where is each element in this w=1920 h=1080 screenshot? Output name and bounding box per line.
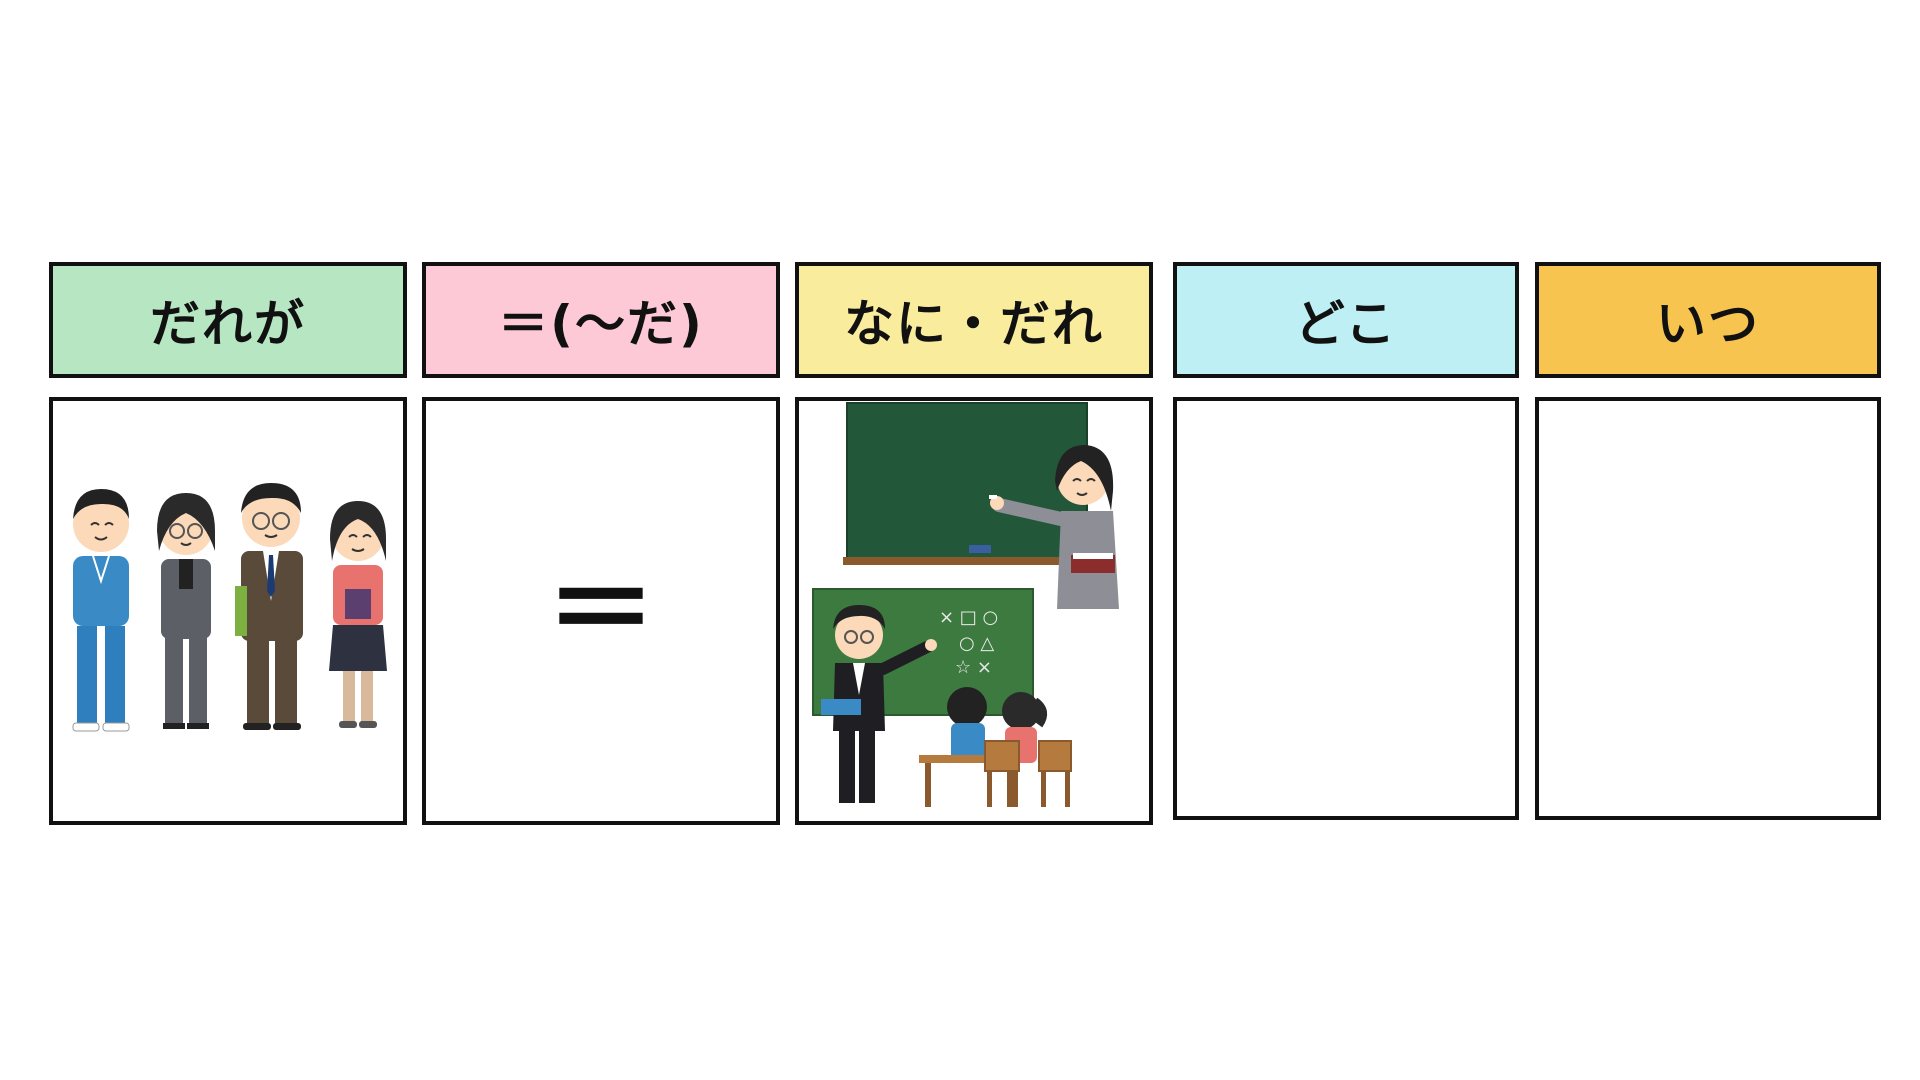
female-teacher [989,445,1119,609]
header-where: どこ [1173,262,1519,378]
card-equals: ＝ [422,397,780,825]
header-who-label: だれが [150,295,306,353]
svg-text:☆ ×: ☆ × [955,657,992,678]
teachers-illustration: × □ ○ ○ △ ☆ × [812,402,1119,807]
header-when: いつ [1535,262,1881,378]
staff-person-4 [329,501,387,728]
svg-text:○ △: ○ △ [959,633,994,654]
card-who [49,397,407,825]
upper-blackboard [843,402,1088,565]
header-equals-label: ＝(〜だ) [498,295,704,353]
staff-person-3 [235,483,303,730]
card-what-who: × □ ○ ○ △ ☆ × [795,397,1153,825]
staff-person-1 [72,489,130,732]
card-where [1173,397,1519,820]
header-what-who: なに・だれ [795,262,1153,378]
svg-text:× □ ○: × □ ○ [939,607,998,628]
school-staff-illustration [72,483,387,732]
card-when [1535,397,1881,820]
equals-symbol: ＝ [546,546,656,674]
male-teacher [821,605,937,803]
header-who: だれが [49,262,407,378]
header-when-label: いつ [1656,295,1760,353]
header-equals: ＝(〜だ) [422,262,780,378]
staff-person-2 [157,493,215,729]
header-where-label: どこ [1294,295,1398,353]
header-what-who-label: なに・だれ [844,295,1104,353]
students [919,687,1072,807]
